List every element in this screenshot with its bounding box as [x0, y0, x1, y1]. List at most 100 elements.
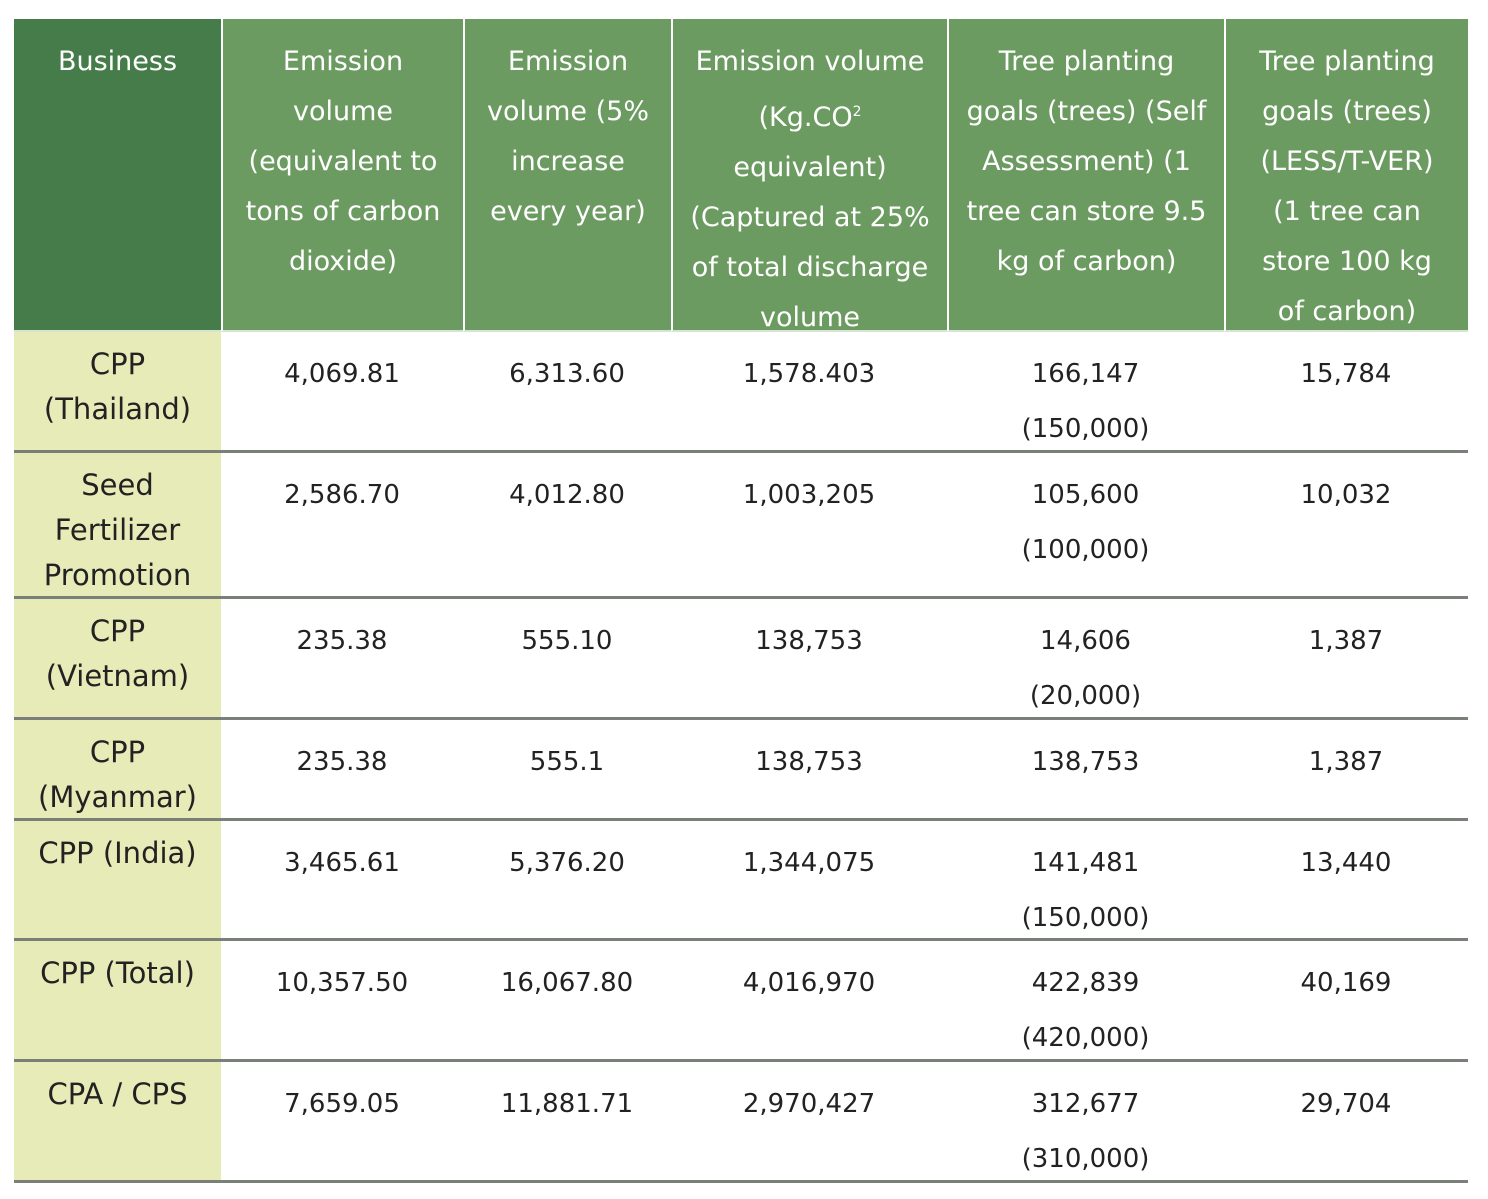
emission-cell-value: 3,465.61 — [284, 848, 400, 878]
self-assessment-actual: (100,000) — [1021, 535, 1150, 565]
captured-cell: 1,578.403 — [671, 332, 947, 453]
captured-cell-value: 1,344,075 — [742, 848, 876, 878]
header-emission-captured: Emission volume (Kg.CO2 equivalent) (Cap… — [671, 19, 947, 333]
business-cell-value: CPP (Total) — [40, 956, 195, 990]
increase-cell: 5,376.20 — [463, 821, 671, 941]
less-tver-cell-value: 13,440 — [1300, 848, 1392, 878]
captured-cell-value: 1,578.403 — [742, 359, 876, 389]
increase-cell: 11,881.71 — [463, 1062, 671, 1183]
business-cell: CPP (Vietnam) — [14, 599, 221, 720]
emission-cell-value: 7,659.05 — [284, 1089, 400, 1119]
emission-cell: 7,659.05 — [221, 1062, 463, 1183]
business-cell: Seed Fertilizer Promotion — [14, 453, 221, 599]
captured-cell-value: 2,970,427 — [742, 1089, 876, 1119]
business-cell-value: CPP (Vietnam) — [45, 614, 190, 693]
self-assessment-cell-value: 141,481 — [1031, 848, 1140, 878]
less-tver-cell: 10,032 — [1224, 453, 1468, 599]
captured-cell: 1,344,075 — [671, 821, 947, 941]
emission-cell: 4,069.81 — [221, 332, 463, 453]
self-assessment-cell-value: 312,677 — [1031, 1089, 1140, 1119]
self-assessment-cell-value: 105,600 — [1031, 480, 1140, 510]
business-cell: CPP (Myanmar) — [14, 720, 221, 821]
increase-cell: 555.1 — [463, 720, 671, 821]
increase-cell-value: 11,881.71 — [500, 1089, 634, 1119]
emission-cell: 2,586.70 — [221, 453, 463, 599]
self-assessment-cell-value: 422,839 — [1031, 968, 1140, 998]
increase-cell: 16,067.80 — [463, 941, 671, 1062]
increase-cell-value: 4,012.80 — [509, 480, 625, 510]
less-tver-cell-value: 29,704 — [1300, 1089, 1392, 1119]
increase-cell-value: 6,313.60 — [509, 359, 625, 389]
self-assessment-cell: 138,753 — [947, 720, 1224, 821]
header-tree-less-tver: Tree planting goals (trees) (LESS/T-VER)… — [1224, 19, 1468, 332]
increase-cell-value: 555.10 — [521, 626, 613, 656]
business-cell-value: Seed Fertilizer Promotion — [43, 468, 192, 592]
captured-cell: 2,970,427 — [671, 1062, 947, 1183]
business-cell-value: CPA / CPS — [47, 1077, 188, 1111]
increase-cell: 555.10 — [463, 599, 671, 720]
captured-cell-value: 1,003,205 — [742, 480, 876, 510]
less-tver-cell: 40,169 — [1224, 941, 1468, 1062]
less-tver-cell: 1,387 — [1224, 599, 1468, 720]
captured-cell: 1,003,205 — [671, 453, 947, 599]
self-assessment-cell: 14,606 (20,000) — [947, 599, 1224, 720]
increase-cell: 6,313.60 — [463, 332, 671, 453]
self-assessment-actual: (20,000) — [1029, 681, 1142, 711]
self-assessment-cell: 312,677 (310,000) — [947, 1062, 1224, 1183]
increase-cell-value: 555.1 — [529, 747, 605, 777]
emission-cell-value: 235.38 — [296, 747, 388, 777]
business-cell: CPP (India) — [14, 821, 221, 941]
header-tree-self-assessment: Tree planting goals (trees) (Self Assess… — [947, 19, 1224, 332]
self-assessment-cell-value: 138,753 — [1031, 747, 1140, 777]
increase-cell-value: 5,376.20 — [509, 848, 625, 878]
self-assessment-cell: 166,147 (150,000) — [947, 332, 1224, 453]
less-tver-cell: 1,387 — [1224, 720, 1468, 821]
business-cell: CPP (Thailand) — [14, 332, 221, 453]
emission-cell-value: 4,069.81 — [284, 359, 400, 389]
business-cell-value: CPP (India) — [38, 836, 197, 870]
less-tver-cell-value: 15,784 — [1300, 359, 1392, 389]
less-tver-cell: 15,784 — [1224, 332, 1468, 453]
self-assessment-actual: (150,000) — [1021, 903, 1150, 933]
header-captured-sup: 2 — [852, 104, 862, 120]
business-cell-value: CPP (Thailand) — [43, 347, 192, 426]
emission-cell-value: 10,357.50 — [275, 968, 409, 998]
self-assessment-cell-value: 166,147 — [1031, 359, 1140, 389]
self-assessment-actual: (310,000) — [1021, 1144, 1150, 1174]
captured-cell-value: 138,753 — [755, 747, 863, 777]
emission-cell: 10,357.50 — [221, 941, 463, 1062]
self-assessment-actual: (150,000) — [1021, 414, 1150, 444]
business-cell: CPP (Total) — [14, 941, 221, 1062]
self-assessment-cell: 141,481 (150,000) — [947, 821, 1224, 941]
increase-cell: 4,012.80 — [463, 453, 671, 599]
captured-cell: 4,016,970 — [671, 941, 947, 1062]
less-tver-cell: 13,440 — [1224, 821, 1468, 941]
business-cell-value: CPP (Myanmar) — [38, 735, 197, 814]
self-assessment-cell: 105,600 (100,000) — [947, 453, 1224, 599]
emission-cell: 235.38 — [221, 599, 463, 720]
self-assessment-cell-value: 14,606 — [1040, 626, 1131, 656]
captured-cell: 138,753 — [671, 720, 947, 821]
emission-table: Business Emission volume (equivalent to … — [14, 19, 1468, 1183]
header-emission-volume: Emission volume (equivalent to tons of c… — [221, 19, 463, 332]
business-cell: CPA / CPS — [14, 1062, 221, 1183]
less-tver-cell-value: 1,387 — [1308, 626, 1384, 656]
increase-cell-value: 16,067.80 — [500, 968, 634, 998]
less-tver-cell: 29,704 — [1224, 1062, 1468, 1183]
header-captured-post: equivalent) (Captured at 25% of total di… — [690, 152, 930, 333]
emission-cell: 235.38 — [221, 720, 463, 821]
self-assessment-cell: 422,839 (420,000) — [947, 941, 1224, 1062]
emission-cell: 3,465.61 — [221, 821, 463, 941]
header-emission-increase: Emission volume (5% increase every year) — [463, 19, 671, 332]
emission-cell-value: 235.38 — [296, 626, 388, 656]
captured-cell-value: 4,016,970 — [742, 968, 876, 998]
less-tver-cell-value: 10,032 — [1300, 480, 1392, 510]
self-assessment-actual: (420,000) — [1021, 1023, 1150, 1053]
less-tver-cell-value: 1,387 — [1308, 747, 1384, 777]
header-business: Business — [14, 19, 221, 332]
captured-cell-value: 138,753 — [755, 626, 863, 656]
captured-cell: 138,753 — [671, 599, 947, 720]
header-captured-pre: Emission volume (Kg.CO — [695, 46, 925, 133]
emission-cell-value: 2,586.70 — [284, 480, 400, 510]
less-tver-cell-value: 40,169 — [1300, 968, 1392, 998]
